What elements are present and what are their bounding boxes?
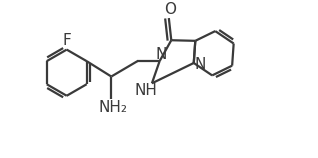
Text: F: F (62, 33, 71, 49)
Text: O: O (164, 2, 176, 17)
Text: NH₂: NH₂ (98, 100, 127, 115)
Text: NH: NH (134, 83, 157, 98)
Text: N: N (156, 47, 167, 62)
Text: N: N (195, 57, 206, 72)
